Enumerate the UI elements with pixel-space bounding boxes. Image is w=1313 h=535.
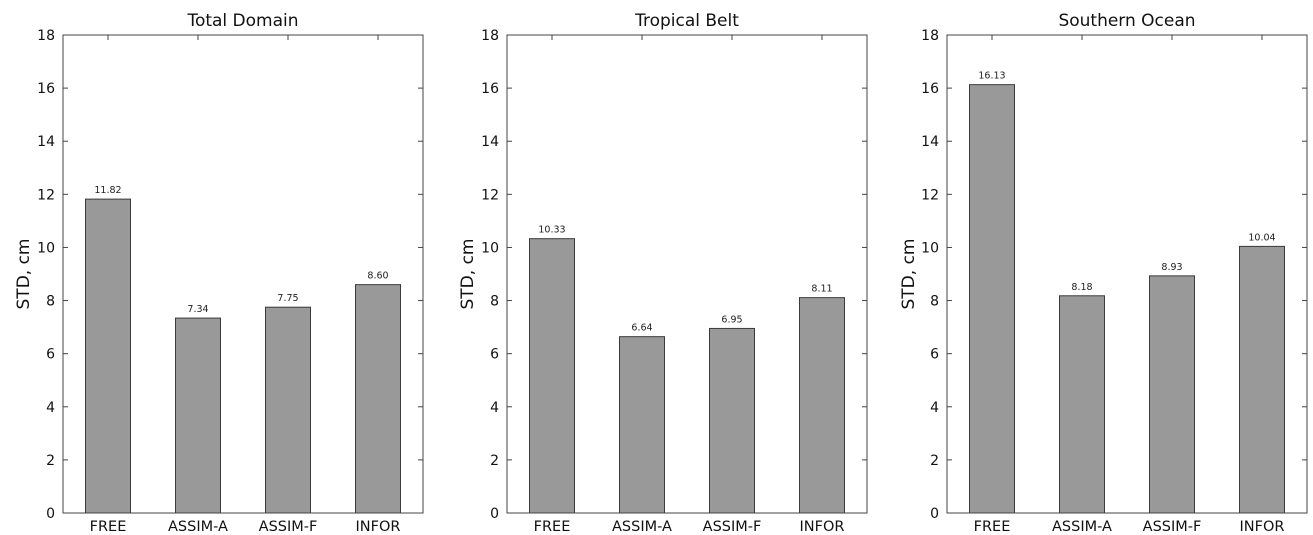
bars: 10.33 6.64 6.95 8.11 — [529, 225, 845, 514]
y-tick-label: 0 — [46, 506, 55, 522]
bar — [1239, 245, 1285, 514]
value-label: 8.60 — [367, 271, 388, 282]
value-label: 8.93 — [1161, 262, 1182, 273]
value-label: 8.18 — [1071, 282, 1092, 293]
category-labels: FREE ASSIM-A ASSIM-F INFOR — [90, 519, 401, 535]
category-label: ASSIM-A — [168, 519, 228, 535]
category-label: FREE — [90, 519, 127, 535]
y-axis: 0 2 4 6 8 10 12 14 16 18 — [481, 28, 867, 522]
bars: 16.13 8.18 8.93 10.04 — [969, 71, 1285, 514]
category-label: INFOR — [1240, 519, 1285, 535]
bar — [355, 284, 401, 514]
y-tick-label: 2 — [46, 453, 55, 469]
y-tick-label: 16 — [481, 81, 499, 97]
chart-title: Tropical Belt — [634, 11, 739, 31]
y-tick-label: 8 — [490, 294, 499, 310]
category-label: FREE — [534, 519, 571, 535]
y-tick-label: 4 — [930, 400, 939, 416]
value-label: 7.75 — [277, 293, 298, 304]
y-tick-label: 2 — [930, 453, 939, 469]
category-labels: FREE ASSIM-A ASSIM-F INFOR — [534, 519, 845, 535]
y-axis: 0 2 4 6 8 10 12 14 16 18 — [921, 28, 1307, 522]
value-label: 6.95 — [721, 314, 742, 325]
y-axis-label: STD, cm — [458, 239, 478, 310]
category-label: ASSIM-F — [703, 519, 762, 535]
y-tick-label: 16 — [37, 81, 55, 97]
y-tick-label: 14 — [37, 134, 55, 150]
category-label: ASSIM-A — [612, 519, 672, 535]
y-axis-label: STD, cm — [899, 239, 919, 310]
y-tick-label: 4 — [46, 400, 55, 416]
value-label: 10.04 — [1248, 232, 1275, 243]
y-tick-label: 8 — [46, 294, 55, 310]
y-tick-label: 10 — [921, 240, 939, 256]
y-tick-label: 2 — [490, 453, 499, 469]
y-tick-label: 12 — [481, 187, 499, 203]
y-tick-label: 0 — [490, 506, 499, 522]
plot-frame — [946, 34, 1308, 514]
category-label: ASSIM-F — [1143, 519, 1202, 535]
value-label: 7.34 — [187, 304, 208, 315]
bar — [619, 336, 665, 514]
y-tick-label: 6 — [46, 347, 55, 363]
y-tick-label: 14 — [481, 134, 499, 150]
value-label: 11.82 — [94, 185, 121, 196]
bar — [1059, 295, 1105, 514]
bar — [969, 84, 1015, 514]
plot-frame — [62, 34, 424, 514]
value-label: 6.64 — [631, 323, 652, 334]
value-label: 8.11 — [811, 284, 832, 295]
panel-total-domain: Total Domain STD, cm 0 2 4 6 8 10 12 14 16 18 11.… — [14, 11, 424, 535]
plot-frame — [506, 34, 868, 514]
category-label: ASSIM-F — [259, 519, 318, 535]
chart-title: Total Domain — [186, 11, 298, 31]
bar — [1149, 275, 1195, 514]
y-tick-label: 18 — [481, 28, 499, 44]
y-tick-label: 4 — [490, 400, 499, 416]
y-tick-label: 16 — [921, 81, 939, 97]
category-label: ASSIM-A — [1052, 519, 1112, 535]
value-label: 16.13 — [978, 71, 1005, 82]
value-label: 10.33 — [538, 225, 565, 236]
y-tick-label: 12 — [921, 187, 939, 203]
y-tick-label: 14 — [921, 134, 939, 150]
bars: 11.82 7.34 7.75 8.60 — [85, 185, 401, 514]
category-label: INFOR — [356, 519, 401, 535]
chart-title: Southern Ocean — [1058, 11, 1195, 31]
y-tick-label: 10 — [37, 240, 55, 256]
y-tick-label: 18 — [37, 28, 55, 44]
y-tick-label: 6 — [490, 347, 499, 363]
category-label: INFOR — [800, 519, 845, 535]
y-tick-label: 10 — [481, 240, 499, 256]
bar — [85, 198, 131, 514]
panel-southern-ocean: Southern Ocean STD, cm 0 2 4 6 8 10 12 14 16 18 1… — [899, 11, 1308, 535]
bar — [529, 238, 575, 514]
y-tick-label: 6 — [930, 347, 939, 363]
y-axis-label: STD, cm — [14, 239, 34, 310]
bar — [265, 306, 311, 514]
y-tick-label: 12 — [37, 187, 55, 203]
bar — [799, 297, 845, 514]
bar — [709, 327, 755, 514]
y-tick-label: 0 — [930, 506, 939, 522]
bar — [175, 317, 221, 514]
y-tick-label: 8 — [930, 294, 939, 310]
category-labels: FREE ASSIM-A ASSIM-F INFOR — [974, 519, 1285, 535]
panel-tropical-belt: Tropical Belt STD, cm 0 2 4 6 8 10 12 14 16 18 10… — [458, 11, 868, 535]
y-tick-label: 18 — [921, 28, 939, 44]
category-label: FREE — [974, 519, 1011, 535]
y-axis: 0 2 4 6 8 10 12 14 16 18 — [37, 28, 423, 522]
